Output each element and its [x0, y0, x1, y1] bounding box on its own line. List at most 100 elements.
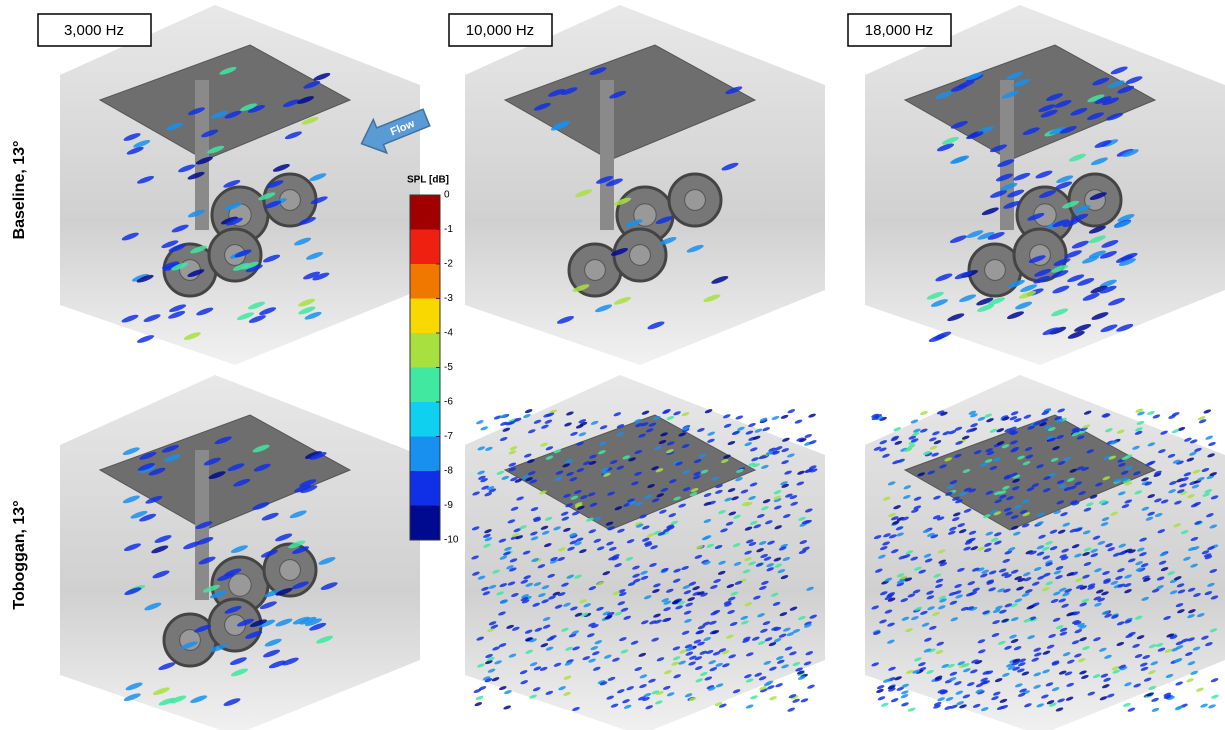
pressure-streak	[769, 666, 777, 671]
pressure-streak	[994, 499, 1002, 504]
pressure-streak	[932, 611, 940, 617]
pressure-streak	[564, 661, 573, 666]
pressure-streak	[700, 469, 709, 474]
pressure-streak	[992, 608, 1001, 614]
pressure-streak	[673, 496, 681, 501]
pressure-streak	[789, 606, 798, 611]
pressure-streak	[939, 464, 947, 469]
pressure-streak	[1134, 430, 1143, 435]
pressure-streak	[703, 518, 712, 524]
pressure-streak	[750, 447, 758, 452]
pressure-streak	[565, 646, 573, 651]
pressure-streak	[567, 546, 575, 551]
pressure-streak	[574, 574, 582, 579]
pressure-streak	[1033, 566, 1042, 572]
pressure-streak	[1118, 664, 1126, 669]
pressure-streak	[1004, 550, 1013, 555]
pressure-streak	[693, 639, 702, 644]
pressure-streak	[760, 688, 768, 693]
pressure-streak	[984, 542, 992, 547]
pressure-streak	[920, 410, 928, 416]
pressure-streak	[912, 669, 920, 674]
pressure-streak	[1087, 585, 1095, 590]
pressure-streak	[914, 606, 923, 611]
pressure-streak	[926, 291, 944, 300]
pressure-streak	[1201, 550, 1210, 555]
pressure-streak	[759, 686, 767, 691]
pressure-streak	[941, 136, 959, 145]
pressure-streak	[494, 660, 502, 665]
pressure-streak	[196, 537, 214, 545]
pressure-streak	[967, 682, 975, 687]
pressure-streak	[534, 558, 542, 563]
hub	[228, 573, 252, 597]
pressure-streak	[1124, 574, 1132, 579]
pressure-streak	[980, 677, 988, 682]
pressure-streak	[704, 409, 713, 414]
pressure-streak	[187, 171, 205, 180]
pressure-streak	[1009, 416, 1018, 421]
pressure-streak	[997, 159, 1015, 167]
pressure-streak	[227, 463, 245, 472]
pressure-streak	[1079, 602, 1087, 607]
pressure-streak	[592, 651, 600, 656]
pressure-streak	[911, 432, 920, 437]
pressure-streak	[776, 655, 784, 661]
panel	[865, 375, 1225, 730]
pressure-streak	[472, 571, 480, 576]
pressure-streak	[530, 536, 539, 541]
pressure-streak	[920, 428, 928, 433]
pressure-streak	[1086, 112, 1105, 121]
pressure-streak	[1211, 694, 1219, 699]
pressure-streak	[887, 597, 896, 602]
pressure-streak	[768, 642, 777, 647]
pressure-streak	[703, 294, 721, 303]
pressure-streak	[570, 534, 578, 539]
pressure-streak	[672, 656, 681, 661]
pressure-streak	[1147, 410, 1155, 416]
pressure-streak	[1192, 646, 1201, 651]
pressure-streak	[530, 507, 539, 512]
pressure-streak	[603, 472, 611, 477]
pressure-streak	[641, 620, 649, 625]
pressure-streak	[757, 513, 765, 519]
pressure-streak	[876, 685, 885, 690]
pressure-streak	[947, 313, 965, 322]
pressure-streak	[968, 488, 977, 493]
pressure-streak	[970, 546, 979, 551]
pressure-streak	[1059, 125, 1077, 134]
pressure-streak	[715, 484, 723, 489]
pressure-streak	[741, 620, 749, 625]
pressure-streak	[516, 496, 524, 501]
pressure-streak	[693, 459, 702, 464]
colorbar-tick-label: -8	[444, 466, 453, 477]
colorbar-tick-label: 0	[444, 190, 450, 201]
pressure-streak	[938, 605, 946, 610]
pressure-streak	[740, 489, 749, 494]
pressure-streak	[1021, 671, 1030, 676]
pressure-streak	[741, 501, 750, 506]
pressure-streak	[263, 254, 281, 263]
pressure-streak	[770, 592, 779, 597]
pressure-streak	[966, 428, 974, 433]
pressure-streak	[1160, 499, 1169, 504]
pressure-streak	[660, 432, 668, 437]
pressure-streak	[935, 273, 953, 282]
pressure-streak	[596, 581, 605, 586]
pressure-streak	[954, 426, 963, 431]
pressure-streak	[937, 549, 946, 554]
pressure-streak	[1035, 170, 1053, 179]
pressure-streak	[923, 553, 932, 558]
pressure-streak	[645, 705, 653, 710]
pressure-streak	[1007, 665, 1016, 670]
pressure-streak	[1036, 512, 1045, 517]
pressure-streak	[914, 657, 922, 662]
pressure-streak	[1200, 703, 1208, 708]
pressure-streak	[519, 525, 527, 530]
pressure-streak	[613, 296, 631, 305]
pressure-streak	[1143, 677, 1152, 682]
pressure-streak	[1053, 570, 1062, 575]
pressure-streak	[481, 586, 489, 591]
pressure-streak	[1014, 418, 1022, 423]
pressure-streak	[575, 537, 584, 542]
